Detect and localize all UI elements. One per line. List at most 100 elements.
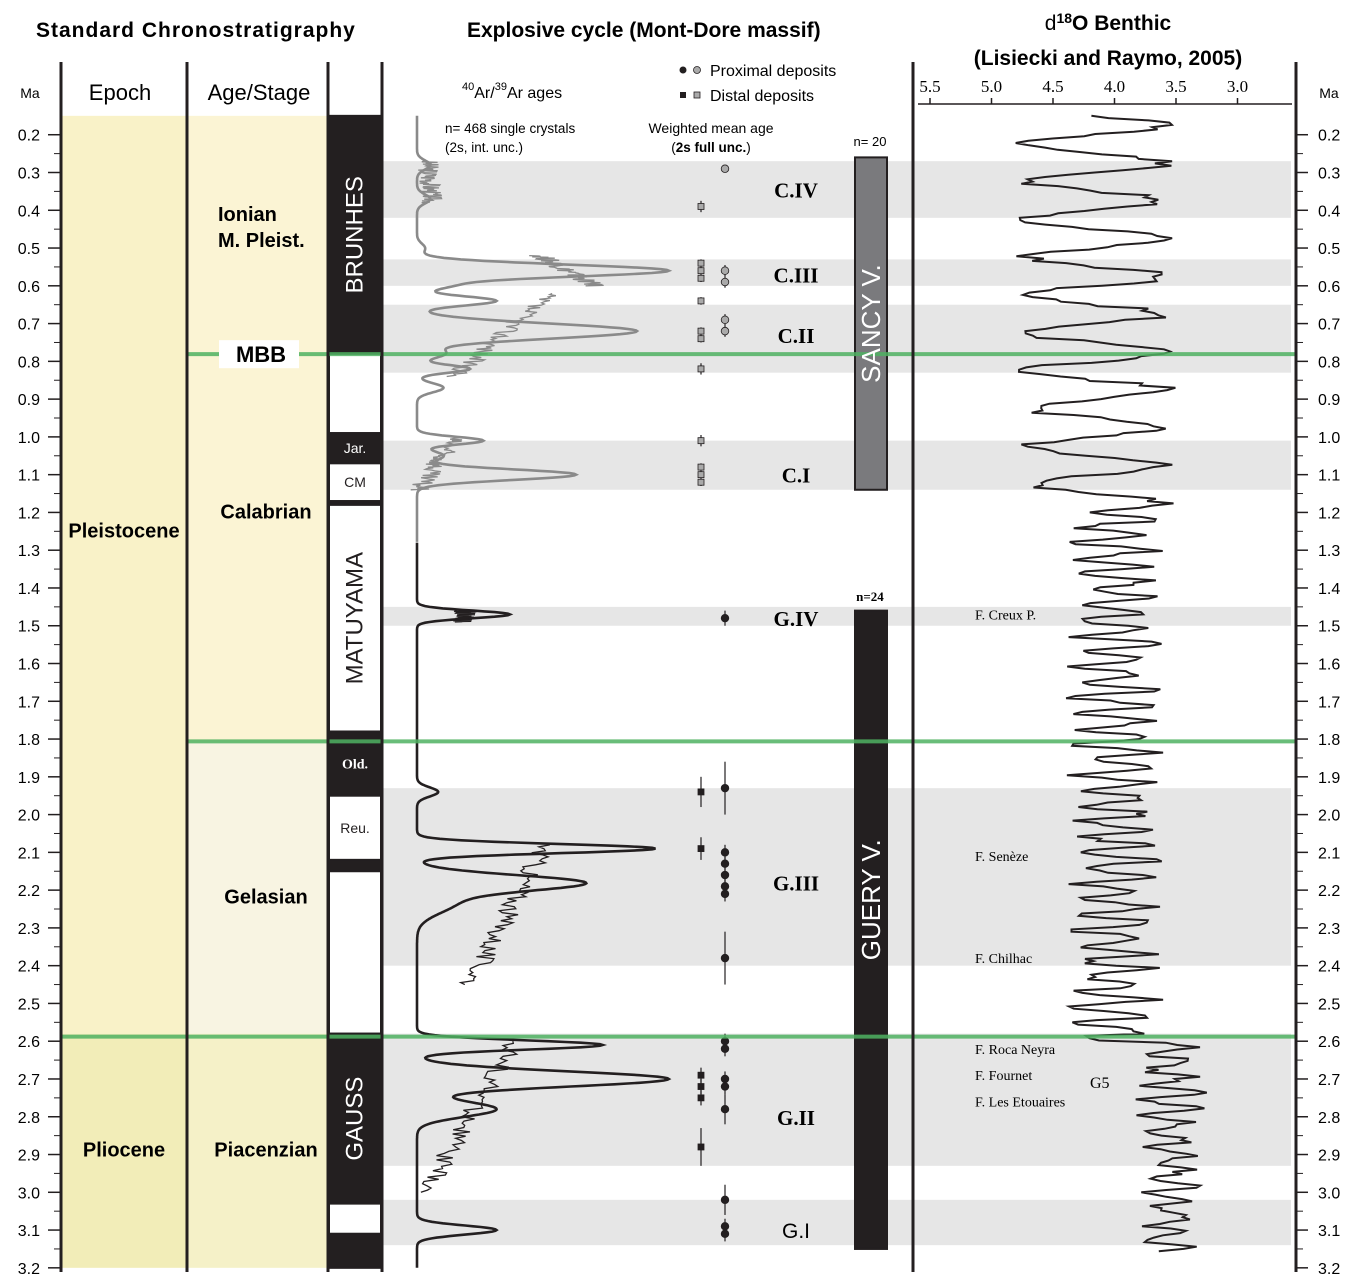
fauna-label-2: F. Chilhac [975,952,1032,967]
age-tick-left-2: 0.4 [18,203,40,220]
epoch-head: Epoch [89,80,151,105]
d18o-tick-3: 4.0 [1104,77,1125,96]
distal-age-11 [697,478,705,486]
age-tick-left-21: 2.3 [18,921,40,938]
stage-backgrounds [188,115,328,1268]
age-tick-left-10: 1.2 [18,505,40,522]
age-tick-left-22: 2.4 [18,959,40,976]
age-tick-right-0: 0.2 [1318,128,1340,145]
cycle-label-4: G.IV [774,607,819,631]
proximal-age-18 [720,1195,730,1205]
age-tick-left-13: 1.5 [18,619,40,636]
ma-label-right: Ma [1319,85,1339,101]
age-tick-left-20: 2.2 [18,883,40,900]
age-tick-left-7: 0.9 [18,392,40,409]
legend-proximal-gray [693,66,701,74]
stage-label-2: Gelasian [224,887,307,909]
fauna-label-3: F. Roca Neyra [975,1043,1056,1058]
d18o-tick-2: 4.5 [1042,77,1063,96]
proximal-age-6 [720,783,730,793]
cycle-band-3 [383,440,1291,490]
distal-age-16 [697,1094,705,1102]
polarity-label-6: Old. [342,758,368,773]
ma-label-left: Ma [20,85,40,101]
polarity-label-7: Reu. [340,820,370,836]
polarity-label-5: MATUYAMA [342,552,369,684]
distal-age-15 [697,1083,705,1090]
distal-age-13 [697,845,705,852]
crystal-trace-1 [529,254,604,287]
distal-age-4 [697,297,705,305]
proximal-age-12 [720,953,730,963]
age-tick-right-23: 2.5 [1318,996,1340,1013]
polarity-chron-3 [328,462,382,503]
age-tick-left-24: 2.6 [18,1034,40,1051]
volcano-label-0: SANCY V. [856,264,886,383]
legend-distal-gray [693,91,701,99]
ar-ages-label: 40Ar/39Ar ages [462,81,562,102]
age-tick-left-23: 2.5 [18,996,40,1013]
cycle-label-0: C.IV [774,178,818,202]
age-tick-right-19: 2.1 [1318,845,1340,862]
cycle-label-5: G.III [773,872,819,896]
age-tick-left-19: 2.1 [18,845,40,862]
epoch-bg-1 [61,1033,186,1268]
unc-int-label: (2s, int. unc.) [445,140,523,155]
age-tick-left-27: 2.9 [18,1148,40,1165]
distal-age-10 [697,471,705,479]
stage-label-1: Calabrian [220,501,311,523]
unc-full-label: (2s full unc.) [671,140,751,155]
proximal-age-16 [720,1082,730,1091]
polarity-chron-11 [328,1202,382,1235]
crystal-trace-2 [446,292,557,378]
stage-bg-1 [188,353,328,743]
stage-bg-3 [188,1033,328,1268]
age-tick-right-15: 1.7 [1318,694,1340,711]
proximal-age-2 [720,277,730,287]
distal-age-5 [697,327,705,335]
distal-age-8 [697,437,705,445]
age-tick-right-28: 3.0 [1318,1185,1340,1202]
volcano-bar-0 [854,156,888,491]
proximal-age-7 [720,848,730,857]
cycle-label-1: C.III [774,263,819,287]
age-tick-left-15: 1.7 [18,694,40,711]
polarity-label-0: BRUNHES [342,176,369,293]
mbb-label: MBB [236,342,286,367]
epoch-label-0: Pleistocene [68,520,179,542]
age-tick-right-16: 1.8 [1318,732,1340,749]
age-tick-right-5: 0.7 [1318,317,1340,334]
polarity-label-10: GAUSS [342,1077,369,1161]
age-tick-left-3: 0.5 [18,241,40,258]
age-tick-left-25: 2.7 [18,1072,40,1089]
proximal-age-14 [720,1044,730,1053]
probability-curve-1 [415,542,672,1268]
age-tick-left-30: 3.2 [18,1261,40,1278]
epoch-bg-0 [61,115,186,1034]
legend-proximal-black [679,66,687,74]
probability-curve-0 [415,115,673,542]
fauna-label-5: F. Les Etouaires [975,1096,1065,1111]
header-d18o-ref: (Lisiecki and Raymo, 2005) [974,47,1242,70]
distal-age-6 [697,335,705,343]
proximal-age-8 [720,859,730,868]
cycle-label-2: C.II [778,324,815,348]
proximal-age-0 [720,164,730,173]
distal-age-3 [697,274,705,282]
age-tick-left-29: 3.1 [18,1223,40,1240]
proximal-age-9 [720,870,730,880]
header-standard: Standard Chronostratigraphy [36,19,356,42]
age-tick-right-24: 2.6 [1318,1034,1340,1051]
stage-bg-0 [188,115,328,354]
labels: Pleistocene Pliocene Ionian M. Pleist. Calab… [18,77,1341,1278]
d18o-curve [1015,114,1207,1253]
age-tick-right-29: 3.1 [1318,1223,1340,1240]
stage-label-3: Piacenzian [214,1140,317,1162]
header-explosive: Explosive cycle (Mont-Dore massif) [467,19,821,42]
crystal-trace-6 [420,1041,519,1193]
d18o-tick-4: 3.5 [1165,77,1186,96]
age-tick-left-6: 0.8 [18,354,40,371]
age-tick-right-17: 1.9 [1318,770,1340,787]
fauna-label-1: F. Senèze [975,850,1028,865]
